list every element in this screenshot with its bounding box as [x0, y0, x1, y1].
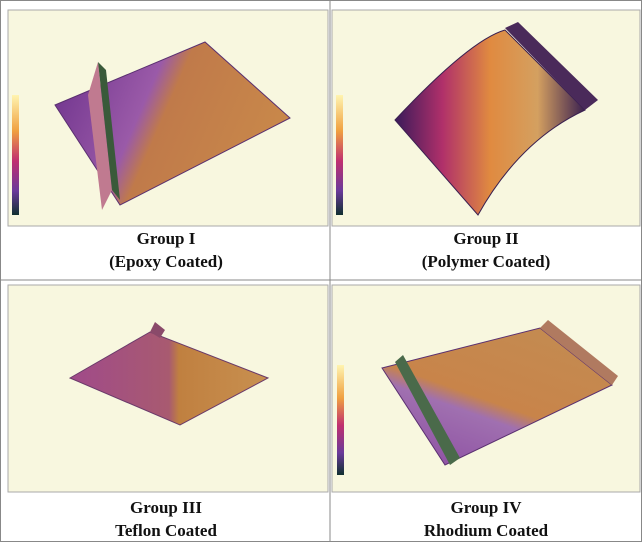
caption-subtitle: Teflon Coated	[115, 521, 217, 540]
caption-title: Group I	[137, 229, 196, 248]
surface-image	[8, 285, 328, 492]
caption-subtitle: Rhodium Coated	[424, 521, 549, 540]
surface-image	[332, 10, 640, 226]
caption-subtitle: (Polymer Coated)	[422, 252, 551, 271]
caption-title: Group II	[453, 229, 519, 248]
caption-title: Group IV	[450, 498, 522, 517]
surface-image	[8, 10, 328, 226]
caption-subtitle: (Epoxy Coated)	[109, 252, 223, 271]
figure-canvas: Group I (Epoxy Coated) Group II (Polymer…	[0, 0, 642, 542]
surface-image	[332, 285, 640, 492]
figure: Group I (Epoxy Coated) Group II (Polymer…	[0, 0, 642, 542]
caption-title: Group III	[130, 498, 202, 517]
